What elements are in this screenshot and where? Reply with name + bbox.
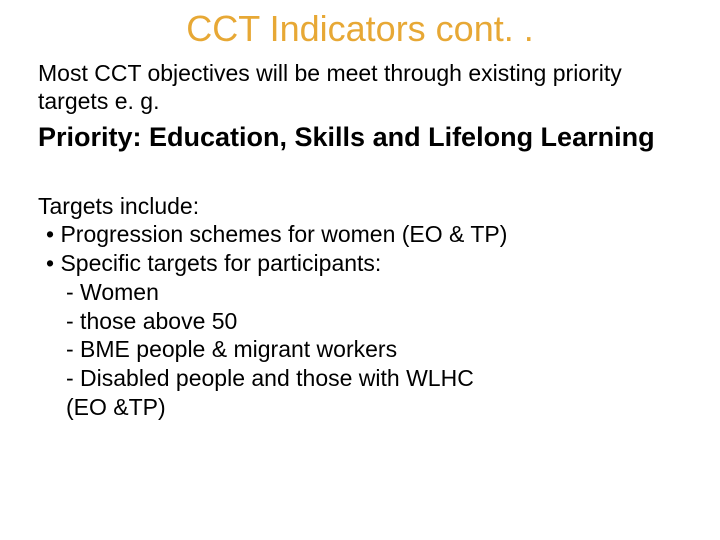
- bullet-item: • Specific targets for participants:: [38, 249, 682, 278]
- sub-item: - Disabled people and those with WLHC: [38, 364, 682, 393]
- targets-lead: Targets include:: [38, 192, 682, 221]
- slide-container: CCT Indicators cont. . Most CCT objectiv…: [0, 0, 720, 422]
- sub-item: - BME people & migrant workers: [38, 335, 682, 364]
- bullet-item: • Progression schemes for women (EO & TP…: [38, 220, 682, 249]
- trailer-text: (EO &TP): [38, 393, 682, 422]
- priority-heading: Priority: Education, Skills and Lifelong…: [38, 121, 682, 153]
- intro-text: Most CCT objectives will be meet through…: [38, 60, 682, 115]
- sub-item: - those above 50: [38, 307, 682, 336]
- sub-item: - Women: [38, 278, 682, 307]
- slide-title: CCT Indicators cont. .: [38, 8, 682, 50]
